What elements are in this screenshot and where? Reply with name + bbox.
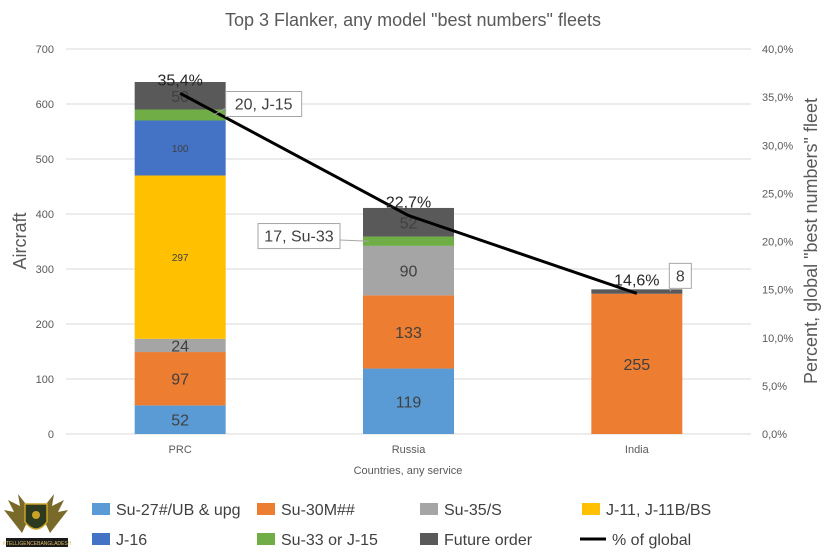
bar-russia-su-30m: [363, 295, 454, 369]
legend-label-future-order: Future order: [444, 532, 533, 549]
legend: Su-27#/UB & upg Su-30M## Su-35/S J-11, J-11…: [92, 502, 711, 549]
y2-tick-label-15-0: 15,0%: [762, 285, 793, 297]
callout-text-india: 8: [676, 268, 685, 285]
bar-prc-j-16: [134, 120, 226, 176]
chart-title: Top 3 Flanker, any model "best numbers" …: [225, 10, 601, 30]
data-label-russia-su-27-ub-upg: 119: [396, 394, 422, 411]
y2-tick-label-35-0: 35,0%: [762, 92, 793, 104]
bar-russia-su-35-s: [363, 245, 454, 296]
data-label-prc-future-order: 50: [171, 89, 189, 106]
legend-swatch-j-11-j-11b-bs: [582, 503, 600, 515]
y-axis-ticks: 0 100 200 300 400 500 600 700: [36, 44, 54, 441]
y-tick-label-500: 500: [36, 154, 54, 166]
legend-label-su-27-ub-upg: Su-27#/UB & upg: [116, 502, 241, 519]
y2-tick-label-10-0: 10,0%: [762, 333, 793, 345]
logo-banner-text: KTELLIGENCEBANGLADESH: [3, 541, 72, 547]
x-axis-ticks: PRC Russia India: [169, 444, 650, 456]
legend-swatch-future-order: [420, 533, 438, 545]
y-tick-label-400: 400: [36, 209, 54, 221]
x-axis-title: Countries, any service: [354, 465, 463, 477]
y2-tick-label-5-0: 5,0%: [762, 381, 787, 393]
percent-of-global-line: [179, 91, 638, 295]
legend-swatch-su-27-ub-upg: [92, 503, 110, 515]
bar-prc-su-27-ub-upg: [134, 405, 226, 434]
bar-prc-su-30m: [134, 352, 226, 406]
percent-label-prc: 35,4%: [157, 72, 202, 89]
bar-india-future-order: [591, 289, 683, 294]
y-tick-label-300: 300: [36, 264, 54, 276]
data-label-prc-su-27-ub-upg: 52: [171, 413, 189, 430]
legend-swatch-su-30m: [257, 503, 275, 515]
data-label-prc-j-11-j-11b-bs: 297: [172, 253, 189, 264]
callout-box-india: [668, 262, 692, 289]
data-label-russia-future-order: 52: [400, 215, 418, 232]
bar-russia-su-27-ub-upg: [363, 368, 454, 434]
callout-text-prc: 20, J-15: [235, 97, 293, 114]
logo-emblem: [32, 511, 40, 519]
y-tick-label-100: 100: [36, 374, 54, 386]
legend-label-su-30m: Su-30M##: [281, 502, 355, 519]
legend-swatch-su-35-s: [420, 503, 438, 515]
bar-russia-su-33-or-j-15: [363, 236, 454, 246]
watermark-logo: KTELLIGENCEBANGLADESH: [3, 494, 72, 547]
y2-tick-label-40-0: 40,0%: [762, 44, 793, 56]
data-label-prc-j-16: 100: [172, 144, 189, 155]
x-tick-label-russia: Russia: [392, 444, 427, 456]
legend-swatch-su-33-or-j-15: [257, 533, 275, 545]
y-tick-label-0: 0: [48, 429, 54, 441]
percent-label-russia: 22,7%: [386, 195, 431, 212]
y2-tick-label-20-0: 20,0%: [762, 237, 793, 249]
y-tick-label-600: 600: [36, 99, 54, 111]
bar-prc-su-35-s: [134, 338, 226, 353]
legend-label-su-35-s: Su-35/S: [444, 502, 502, 519]
y2-axis-title: Percent, global "best numbers" fleet: [801, 98, 821, 384]
callout-leader-prc: [213, 107, 226, 116]
legend-label-j-11-j-11b-bs: J-11, J-11B/BS: [606, 502, 711, 519]
callout-box-russia: [257, 223, 341, 250]
segment-labels: 52 97 24 297 100 50 119 133 90 52 255: [171, 89, 650, 430]
callout-box-prc: [225, 91, 303, 117]
data-label-prc-su-35-s: 24: [171, 338, 189, 355]
legend-label-su-33-or-j-15: Su-33 or J-15: [281, 532, 378, 549]
percent-line-group: 35,4% 22,7% 14,6%: [157, 72, 660, 295]
x-tick-label-prc: PRC: [169, 444, 192, 456]
data-label-russia-su-30m: 133: [395, 325, 422, 342]
y2-tick-label-0-0: 0,0%: [762, 429, 787, 441]
data-label-india-su-30m: 255: [623, 357, 650, 374]
y2-tick-label-25-0: 25,0%: [762, 188, 793, 200]
data-label-russia-su-35-s: 90: [400, 264, 418, 281]
y2-tick-label-30-0: 30,0%: [762, 140, 793, 152]
callout-leader-russia: [339, 239, 370, 242]
logo-banner: [6, 538, 68, 547]
bar-prc-su-33-or-j-15: [134, 109, 226, 121]
y-axis-title: Aircraft: [10, 212, 30, 269]
callouts: 20, J-15 17, Su-33 8: [213, 91, 692, 292]
legend-label-j-16: J-16: [116, 532, 147, 549]
y-tick-label-700: 700: [36, 44, 54, 56]
x-tick-label-india: India: [625, 444, 650, 456]
legend-swatch-j-16: [92, 533, 110, 545]
bar-russia-future-order: [363, 207, 454, 237]
percent-label-india: 14,6%: [614, 272, 659, 289]
legend-label-of-global: % of global: [612, 532, 691, 549]
bar-prc-j-11-j-11b-bs: [134, 175, 226, 339]
y-tick-label-200: 200: [36, 319, 54, 331]
bar-india-su-30m: [591, 293, 683, 434]
stacked-bars: [134, 82, 683, 434]
y2-axis-ticks: 0,0% 5,0% 10,0% 15,0% 20,0% 25,0% 30,0% 35,0% 40…: [762, 44, 793, 441]
data-label-prc-su-30m: 97: [171, 372, 189, 389]
callout-text-russia: 17, Su-33: [264, 229, 333, 246]
bar-prc-future-order: [134, 82, 226, 110]
